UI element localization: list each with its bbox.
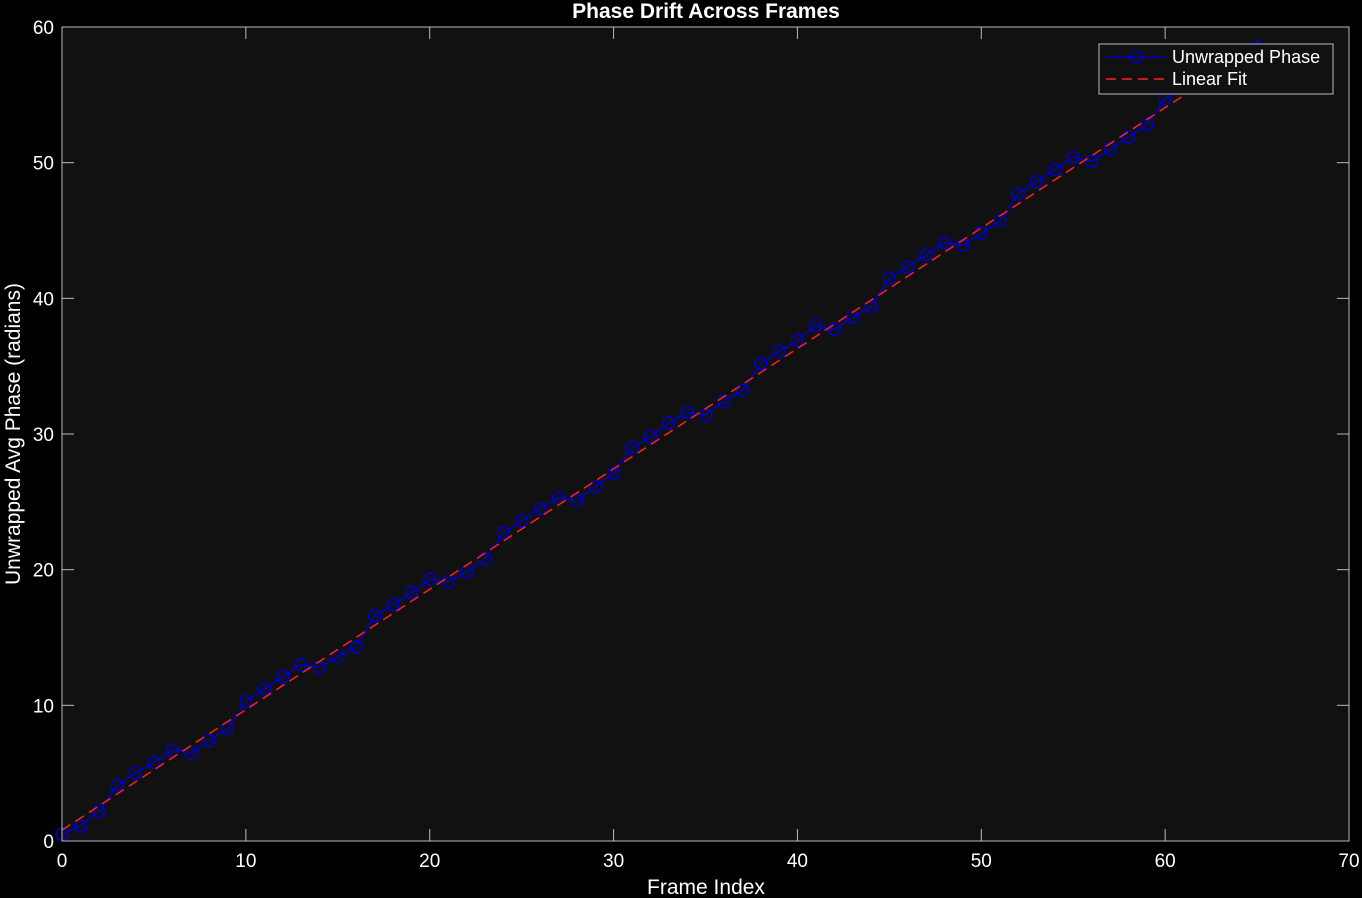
data-point-unwrapped-phase: [1121, 130, 1136, 144]
data-point-unwrapped-phase: [367, 609, 382, 623]
data-point-unwrapped-phase: [331, 649, 345, 664]
data-point-unwrapped-phase: [73, 819, 88, 833]
data-point-unwrapped-phase: [496, 526, 511, 540]
legend-label-linear-fit: Linear Fit: [1172, 69, 1247, 89]
data-point-unwrapped-phase: [92, 804, 106, 818]
data-point-unwrapped-phase: [809, 318, 823, 333]
data-point-unwrapped-phase: [625, 440, 639, 455]
data-point-unwrapped-phase: [845, 310, 860, 325]
y-tick-label: 20: [33, 561, 54, 582]
series-line-linear-fit: [61, 46, 1258, 831]
data-point-unwrapped-phase: [588, 480, 602, 494]
data-point-unwrapped-phase: [147, 755, 161, 770]
y-tick-label: 10: [33, 696, 54, 717]
plot-frame: [61, 26, 1350, 842]
data-point-unwrapped-phase: [790, 333, 805, 348]
y-tick-label: 30: [33, 425, 54, 446]
data-point-unwrapped-phase: [275, 670, 290, 684]
data-point-unwrapped-phase: [827, 322, 841, 337]
data-point-unwrapped-phase: [128, 766, 143, 780]
data-point-unwrapped-phase: [533, 501, 547, 516]
x-axis-ticks: 0 10 20 30 40 50 60 70: [57, 27, 1360, 872]
data-point-unwrapped-phase: [239, 694, 253, 709]
data-point-unwrapped-phase: [882, 271, 897, 285]
data-point-unwrapped-phase: [294, 657, 308, 672]
y-axis-ticks: 0 10 20 30 40 50 60: [33, 18, 1349, 853]
y-tick-label: 40: [33, 289, 54, 310]
data-point-unwrapped-phase: [661, 416, 676, 430]
data-point-unwrapped-phase: [551, 491, 566, 505]
data-point-unwrapped-phase: [606, 466, 621, 481]
plot-area: [62, 27, 1349, 841]
data-point-unwrapped-phase: [422, 572, 437, 586]
data-point-unwrapped-phase: [717, 394, 731, 409]
data-point-unwrapped-phase: [514, 514, 529, 528]
data-point-unwrapped-phase: [1140, 117, 1154, 132]
series-line-unwrapped-phase: [61, 46, 1258, 835]
data-point-unwrapped-phase: [1084, 154, 1099, 169]
data-point-unwrapped-phase: [992, 214, 1007, 228]
data-point-unwrapped-phase: [570, 493, 584, 508]
x-axis-label: Frame Index: [647, 876, 765, 898]
data-point-unwrapped-phase: [1048, 162, 1062, 177]
data-point-unwrapped-phase: [110, 778, 124, 793]
legend-box: [1098, 43, 1334, 95]
data-point-unwrapped-phase: [937, 235, 952, 250]
y-tick-label: 60: [33, 18, 54, 39]
y-axis-label: Unwrapped Avg Phase (radians): [2, 283, 25, 585]
data-point-unwrapped-phase: [1011, 187, 1025, 201]
data-point-unwrapped-phase: [349, 640, 363, 654]
data-point-unwrapped-phase: [404, 585, 419, 600]
chart-title: Phase Drift Across Frames: [572, 0, 840, 23]
legend: Unwrapped Phase Linear Fit: [1098, 43, 1334, 95]
data-point-unwrapped-phase: [257, 682, 271, 696]
x-tick-label: 30: [603, 851, 624, 872]
data-point-unwrapped-phase: [202, 733, 216, 748]
x-tick-label: 40: [787, 851, 808, 872]
data-point-unwrapped-phase: [459, 565, 474, 580]
data-point-unwrapped-phase: [919, 248, 933, 262]
x-tick-label: 70: [1338, 851, 1359, 872]
x-tick-label: 20: [419, 851, 440, 872]
data-point-unwrapped-phase: [900, 260, 915, 274]
legend-label-unwrapped-phase: Unwrapped Phase: [1172, 47, 1320, 67]
y-tick-label: 0: [43, 832, 54, 853]
x-tick-label: 60: [1155, 851, 1176, 872]
data-point-unwrapped-phase: [753, 356, 768, 371]
data-point-unwrapped-phase: [1029, 174, 1044, 189]
data-point-unwrapped-phase: [183, 746, 198, 760]
legend-marker-unwrapped-phase: [1129, 50, 1143, 64]
data-point-unwrapped-phase: [643, 429, 658, 444]
x-tick-label: 0: [57, 851, 68, 872]
y-tick-label: 50: [33, 154, 54, 175]
data-point-unwrapped-phase: [974, 226, 989, 240]
data-point-unwrapped-phase: [165, 743, 180, 757]
data-point-unwrapped-phase: [680, 405, 694, 420]
x-tick-label: 10: [235, 851, 256, 872]
x-tick-label: 50: [971, 851, 992, 872]
data-point-unwrapped-phase: [772, 344, 786, 358]
data-point-unwrapped-phase: [1066, 150, 1080, 164]
data-point-unwrapped-phase: [735, 383, 750, 398]
data-point-unwrapped-phase: [386, 598, 400, 612]
